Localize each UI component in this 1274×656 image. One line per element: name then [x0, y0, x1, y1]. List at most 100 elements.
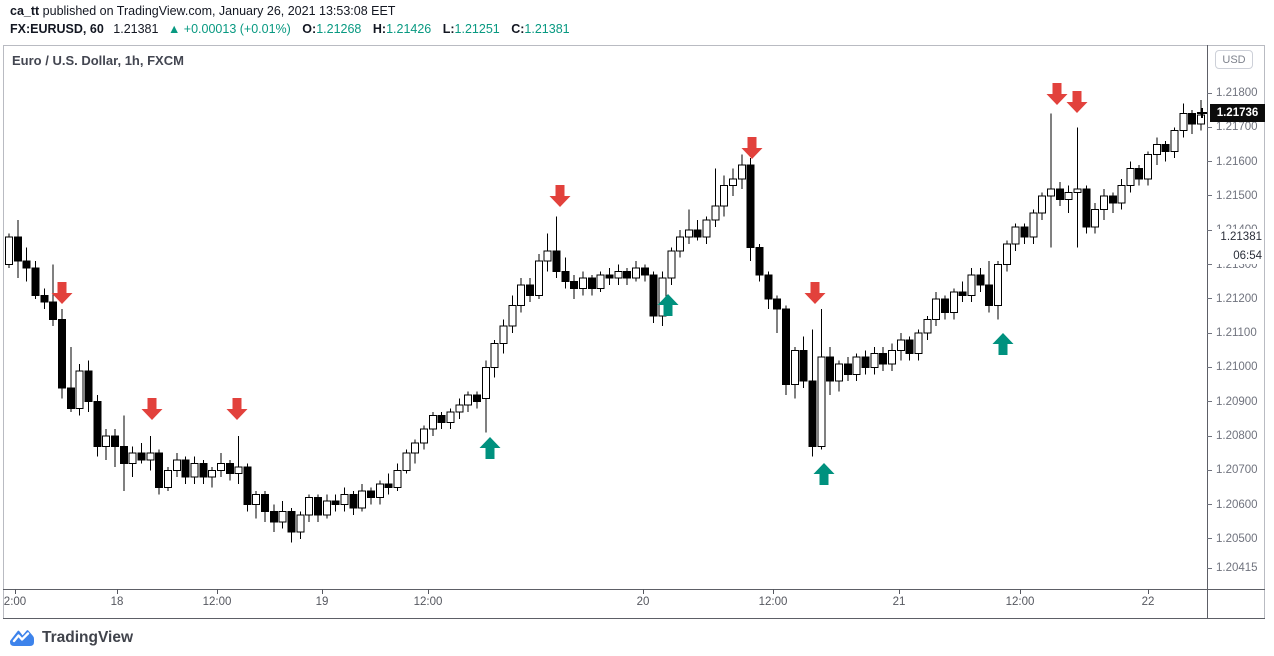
candle-up	[208, 469, 217, 478]
candle-down	[640, 267, 649, 276]
crosshair-price-badge: 1.21736	[1210, 104, 1265, 122]
price-tick	[1207, 92, 1212, 94]
candle-down	[110, 435, 119, 447]
candle-down	[623, 270, 632, 279]
candle-down	[1108, 195, 1117, 204]
candle-down	[119, 445, 128, 464]
time-axis-label: 2:00	[3, 596, 27, 608]
author-link[interactable]: ca_tt	[10, 4, 40, 18]
candle-down	[84, 370, 93, 403]
candle-down	[570, 281, 579, 290]
time-tick	[773, 589, 774, 594]
candle-up	[252, 493, 261, 506]
candle-up	[967, 274, 976, 296]
price-tick	[1207, 366, 1212, 368]
time-axis-label: 18	[110, 596, 124, 608]
candle-up	[393, 469, 402, 488]
candle-down	[525, 284, 534, 296]
candle-up	[923, 318, 932, 334]
candle-down	[976, 274, 985, 286]
candle-up	[676, 236, 685, 252]
candle-down	[764, 274, 773, 300]
price-tick	[1207, 435, 1212, 437]
price-tick	[1207, 469, 1212, 471]
candle-down	[472, 394, 481, 403]
candle-up	[1170, 130, 1179, 152]
candle-up	[490, 342, 499, 368]
candle-up	[1038, 195, 1047, 214]
tradingview-logo-icon	[10, 630, 34, 646]
time-axis-label: 22	[1141, 596, 1155, 608]
candle-down	[269, 510, 278, 523]
price-axis-label: 1.20700	[1216, 464, 1258, 477]
price-axis-label: 1.20500	[1216, 532, 1258, 545]
price-axis-label: 1.21700	[1216, 121, 1258, 134]
close-value: 1.21381	[524, 22, 570, 36]
currency-toggle-button[interactable]: USD	[1215, 50, 1253, 69]
low-label: L:	[442, 22, 455, 36]
candle-down	[808, 380, 817, 447]
price-tick	[1207, 126, 1212, 128]
candle-up	[75, 370, 84, 410]
candle-up	[305, 497, 314, 516]
time-axis-separator[interactable]	[3, 589, 1265, 590]
buy-signal-arrow-icon	[992, 333, 1014, 355]
price-axis-label: 1.20900	[1216, 395, 1258, 408]
candle-up	[993, 264, 1002, 307]
candle-up	[896, 339, 905, 351]
candle-up	[1073, 188, 1082, 193]
candle-up	[420, 428, 429, 444]
candle-up	[1091, 209, 1100, 228]
candle-up	[517, 284, 526, 307]
candle-down	[384, 483, 393, 488]
price-axis-label: 1.20800	[1216, 430, 1258, 442]
candle-down	[1055, 188, 1064, 200]
price-axis-label: 1.20415	[1216, 562, 1258, 575]
candle-down	[1020, 226, 1029, 238]
candle-up	[128, 452, 137, 464]
candle-down	[755, 246, 764, 276]
candle-down	[1188, 113, 1197, 125]
candlestick-plot[interactable]	[4, 46, 1207, 589]
candle-down	[826, 356, 835, 382]
sell-signal-arrow-icon	[741, 137, 763, 159]
byline-text: published on TradingView.com, January 26…	[39, 4, 396, 18]
tradingview-brand-link[interactable]: TradingView	[8, 628, 133, 648]
price-tick	[1207, 332, 1212, 334]
candle-up	[596, 274, 605, 290]
chart-border-bottom	[3, 618, 1265, 619]
price-tick	[1207, 401, 1212, 403]
open-value: 1.21268	[316, 22, 362, 36]
candle-up	[702, 219, 711, 238]
close-label: C:	[511, 22, 525, 36]
candle-down	[693, 229, 702, 238]
chart-title: Euro / U.S. Dollar, 1h, FXCM	[12, 53, 184, 68]
candle-down	[367, 490, 376, 499]
high-value: 1.21426	[386, 22, 432, 36]
time-axis-label: 12:00	[1005, 596, 1035, 608]
candle-up	[411, 442, 420, 454]
candle-down	[940, 298, 949, 314]
candle-down	[225, 462, 234, 475]
buy-signal-arrow-icon	[657, 294, 679, 316]
sell-signal-arrow-icon	[226, 398, 248, 420]
chart-border-left	[3, 45, 4, 619]
candle-up	[428, 414, 437, 430]
candle-up	[631, 267, 640, 279]
candle-down	[905, 339, 914, 355]
buy-signal-arrow-icon	[813, 463, 835, 485]
buy-signal-arrow-icon	[479, 437, 501, 459]
candle-down	[261, 493, 270, 512]
candle-up	[737, 164, 746, 180]
candle-down	[349, 493, 358, 509]
candle-down	[561, 270, 570, 283]
candle-up	[949, 291, 958, 314]
price-axis-separator[interactable]	[1207, 45, 1208, 619]
candle-up	[499, 325, 508, 344]
candle-down	[552, 250, 561, 272]
candle-down	[843, 363, 852, 375]
brand-wordmark: TradingView	[42, 629, 134, 646]
candle-down	[985, 284, 994, 307]
candle-up	[534, 260, 543, 296]
